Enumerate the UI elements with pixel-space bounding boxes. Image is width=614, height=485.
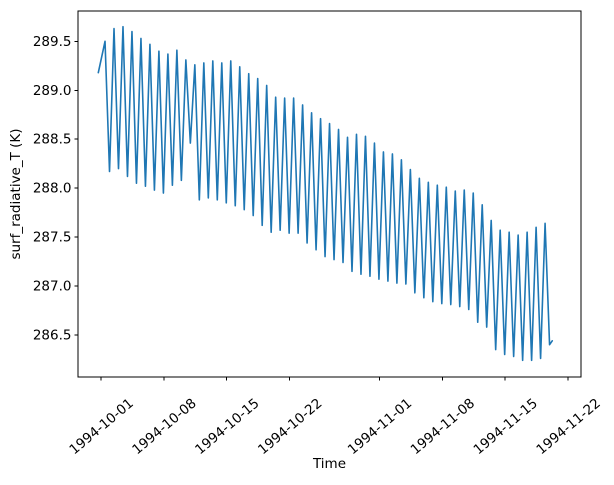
x-axis-ticks: 1994-10-011994-10-081994-10-151994-10-22…: [66, 377, 604, 458]
x-tick-label: 1994-10-08: [129, 395, 199, 458]
y-tick-label: 288.5: [33, 132, 72, 148]
y-tick-label: 287.5: [33, 230, 72, 246]
x-tick-label: 1994-10-22: [255, 395, 325, 458]
y-tick-label: 288.0: [33, 181, 72, 197]
y-tick-label: 286.5: [33, 327, 72, 343]
line-series-group: [97, 25, 554, 362]
y-tick-label: 287.0: [33, 278, 72, 294]
x-tick-label: 1994-11-15: [471, 395, 541, 458]
y-axis-ticks: 286.5 287.0 287.5 288.0 288.5 289.0 289.5: [33, 34, 78, 343]
x-tick-label: 1994-11-22: [533, 395, 603, 458]
temperature-line-series: [97, 25, 554, 362]
x-axis-label: Time: [312, 456, 346, 472]
x-tick-label: 1994-10-15: [192, 395, 262, 458]
y-tick-label: 289.0: [33, 83, 72, 99]
y-axis-label: surf_radiative_T (K): [8, 128, 24, 259]
x-tick-label: 1994-11-08: [408, 395, 478, 458]
plot-area: [77, 10, 582, 378]
x-tick-label: 1994-10-01: [66, 395, 136, 458]
y-tick-label: 289.5: [33, 34, 72, 50]
x-tick-label: 1994-11-01: [345, 395, 415, 458]
